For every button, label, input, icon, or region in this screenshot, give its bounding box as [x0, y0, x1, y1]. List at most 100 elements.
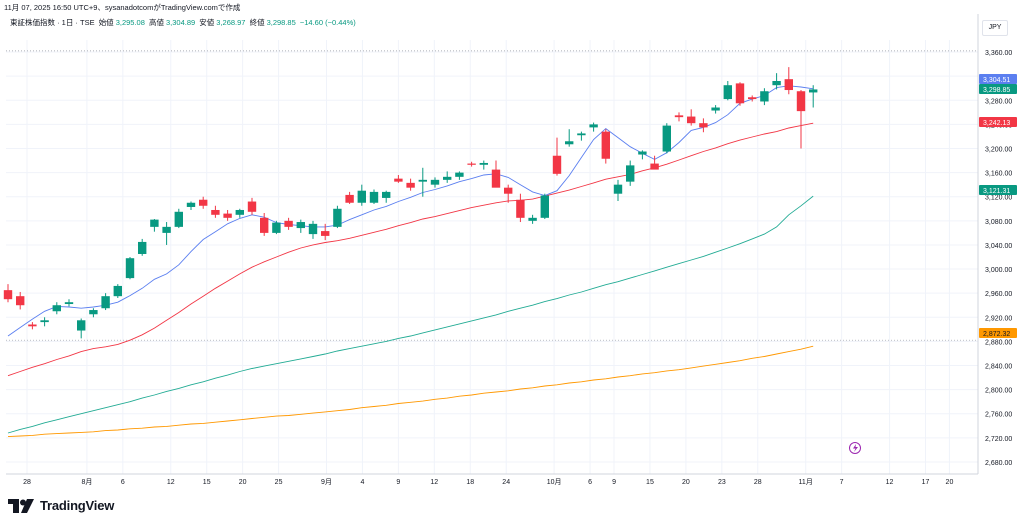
price-tag-text: 3,121.31	[983, 188, 1010, 195]
candle-body	[796, 91, 806, 112]
ohlc-legend: 東証株価指数 · 1日 · TSE 始値 3,295.08 高値 3,304.89 …	[10, 17, 358, 28]
x-tick-label: 8月	[81, 478, 92, 486]
candle-body	[199, 199, 208, 206]
price-tag-text: 3,304.51	[983, 77, 1010, 84]
candle	[650, 155, 659, 170]
candle-body	[662, 125, 671, 152]
candle	[626, 160, 635, 186]
candle	[699, 118, 708, 133]
y-tick-label: 2,960.00	[985, 291, 1012, 298]
candle	[308, 220, 318, 239]
candle	[735, 82, 745, 106]
candle-body	[528, 217, 537, 221]
candle-body	[784, 79, 793, 91]
open-value: 3,295.08	[115, 18, 145, 27]
candle-body	[77, 320, 86, 331]
y-tick-label: 3,200.00	[985, 147, 1012, 154]
event-lightning-icon	[849, 442, 861, 454]
x-tick-label: 9	[612, 479, 616, 486]
y-tick-label: 3,040.00	[985, 243, 1012, 250]
candle	[394, 175, 403, 183]
candle	[16, 291, 25, 310]
change-value: −14.60 (−0.44%)	[299, 18, 356, 27]
candle	[809, 85, 818, 108]
y-tick-label: 2,920.00	[985, 315, 1012, 322]
candle	[674, 112, 684, 122]
candle-body	[638, 151, 647, 155]
candle	[3, 284, 13, 303]
close-value: 3,298.85	[266, 18, 296, 27]
chart-header: 11月 07, 2025 16:50 UTC+9、sysanadotcomがTr…	[4, 3, 241, 12]
candle	[711, 105, 720, 114]
x-tick-label: 4	[360, 479, 364, 486]
candle	[284, 217, 293, 230]
x-tick-label: 20	[239, 479, 247, 486]
candle	[589, 122, 598, 132]
candle-body	[613, 184, 623, 194]
candle	[418, 167, 427, 197]
brand-name: TradingView	[40, 498, 115, 513]
candle	[174, 208, 183, 229]
candle-body	[406, 182, 415, 188]
candle-body	[223, 213, 232, 218]
candle-body	[516, 199, 525, 218]
x-tick-label: 20	[682, 479, 690, 486]
candle-body	[247, 201, 257, 212]
candle-body	[504, 187, 513, 194]
price-tag-ma-slow	[979, 185, 1017, 195]
high-value: 3,304.89	[165, 18, 196, 27]
candle	[748, 95, 757, 102]
candle	[89, 308, 98, 318]
ma-mid-line	[7, 122, 814, 377]
candle	[357, 184, 366, 206]
candle-body	[735, 83, 745, 104]
candle-body	[64, 302, 74, 305]
candle-body	[235, 209, 244, 215]
candle	[723, 80, 732, 101]
symbol-label[interactable]: 東証株価指数 · 1日 · TSE	[10, 18, 95, 27]
candle-body	[418, 179, 427, 182]
candle-body	[589, 124, 598, 128]
candle-body	[748, 97, 757, 100]
candle-body	[711, 107, 720, 111]
candle-body	[308, 223, 318, 235]
candle	[235, 208, 244, 218]
candle-body	[211, 209, 220, 215]
candle	[186, 201, 196, 210]
x-tick-label: 24	[502, 479, 510, 486]
candle	[406, 178, 415, 191]
ma-slow-line	[7, 195, 814, 434]
candle-body	[601, 131, 610, 159]
candle	[369, 189, 379, 204]
candle-body	[467, 163, 476, 165]
x-tick-label: 6	[588, 479, 592, 486]
candle	[613, 179, 623, 201]
x-tick-label: 28	[23, 479, 31, 486]
x-tick-label: 25	[275, 479, 283, 486]
x-tick-label: 7	[840, 479, 844, 486]
close-label: 終値	[249, 18, 265, 27]
brand[interactable]: TradingView	[8, 498, 114, 513]
candle	[247, 197, 257, 215]
candle-body	[674, 115, 684, 118]
candle-body	[125, 258, 135, 279]
candle	[467, 161, 476, 167]
price-tag-ma-fast	[979, 74, 1017, 84]
x-tick-label: 12	[167, 479, 175, 486]
candle	[687, 109, 696, 126]
x-tick-label: 12	[430, 479, 438, 486]
x-tick-label: 9月	[321, 478, 332, 486]
candle	[260, 212, 269, 236]
x-tick-label: 9	[396, 479, 400, 486]
candle-body	[101, 296, 110, 309]
candle-body	[113, 285, 122, 297]
low-value: 3,268.97	[216, 18, 246, 27]
candle-body	[772, 80, 781, 86]
candle	[784, 67, 793, 95]
candle-body	[565, 141, 574, 145]
price-tag-ma-long	[979, 328, 1017, 338]
candle-body	[3, 290, 13, 300]
candle-body	[491, 169, 501, 188]
currency-button[interactable]: JPY	[982, 20, 1008, 36]
